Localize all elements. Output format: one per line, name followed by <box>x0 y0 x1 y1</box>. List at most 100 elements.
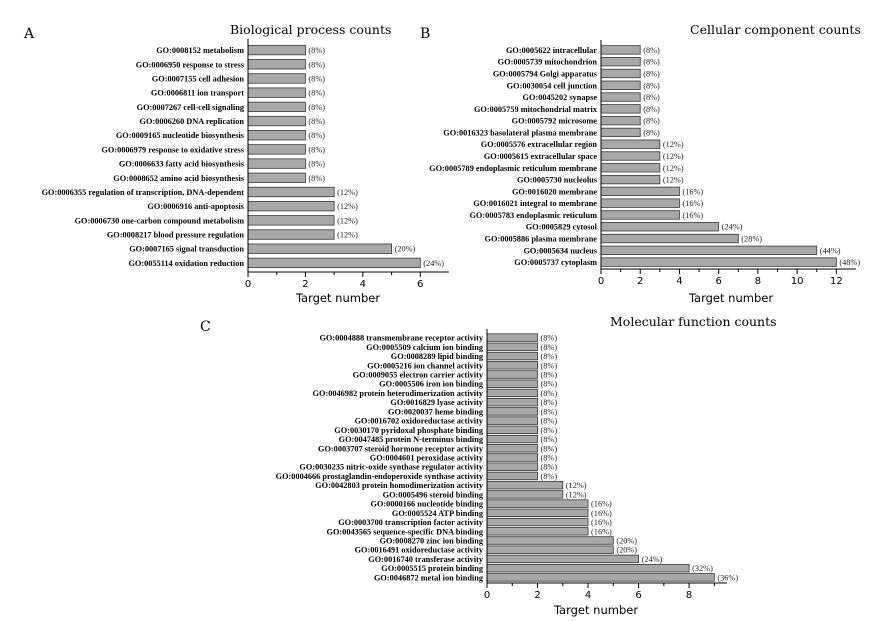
bar-16 <box>600 222 720 232</box>
data-label: (8%) <box>541 435 558 444</box>
bar-16 <box>486 471 538 481</box>
category-label: GO:0006950 response to stress <box>136 60 245 69</box>
data-label: (8%) <box>541 352 558 361</box>
data-label: (8%) <box>541 371 558 380</box>
chart-title: Cellular component counts <box>690 22 861 37</box>
bar-11 <box>247 186 335 198</box>
data-label: (8%) <box>643 105 660 114</box>
category-label: GO:0020037 heme binding <box>388 407 484 416</box>
x-tick-label: 0 <box>484 590 490 601</box>
category-label: GO:0016021 integral to membrane <box>473 199 597 208</box>
data-label: (12%) <box>337 188 358 197</box>
bar-26 <box>486 563 690 573</box>
x-tick-label: 6 <box>635 590 641 601</box>
bar-4 <box>600 80 641 90</box>
data-label: (8%) <box>308 160 325 169</box>
bar-7 <box>486 388 538 398</box>
bar-16 <box>247 257 421 269</box>
bar-1 <box>486 333 538 342</box>
bar-7 <box>247 130 306 141</box>
data-label: (16%) <box>591 509 612 518</box>
panel-letter: A <box>23 26 35 42</box>
category-label: GO:0008652 amino acid biosynthesis <box>113 174 244 183</box>
data-label: (8%) <box>541 361 558 370</box>
data-label: (28%) <box>741 235 762 244</box>
data-label: (8%) <box>643 81 660 90</box>
data-label: (8%) <box>541 454 558 463</box>
bar-15 <box>600 210 680 220</box>
bar-9 <box>600 139 661 149</box>
bar-6 <box>486 379 538 388</box>
category-label: GO:0016740 transferase activity <box>368 555 484 564</box>
category-label: GO:0009055 electron carrier activity <box>353 371 484 380</box>
x-tick-label: 4 <box>360 279 366 290</box>
category-label: GO:0009165 nucleotide biosynthesis <box>116 131 245 140</box>
bar-5 <box>247 101 306 112</box>
bar-15 <box>247 243 392 254</box>
bar-11 <box>486 425 538 435</box>
bar-7 <box>600 115 641 126</box>
category-label: GO:0005515 protein binding <box>381 564 484 573</box>
category-label: GO:0055114 oxidation reduction <box>128 259 244 268</box>
category-label: GO:0007267 cell-cell signaling <box>137 103 245 112</box>
category-label: GO:0030054 cell junction <box>507 81 598 90</box>
category-label: GO:0008270 zinc ion binding <box>379 537 483 546</box>
bar-3 <box>486 351 538 361</box>
data-label: (8%) <box>643 69 660 78</box>
x-tick-label: 2 <box>637 276 643 287</box>
data-label: (8%) <box>308 174 325 183</box>
category-label: GO:0016323 basolateral plasma membrane <box>443 128 597 137</box>
bar-3 <box>600 68 641 79</box>
data-label: (12%) <box>337 202 358 211</box>
data-label: (8%) <box>541 398 558 407</box>
data-label: (8%) <box>643 128 660 137</box>
data-label: (24%) <box>722 223 743 232</box>
bar-8 <box>247 144 306 155</box>
data-label: (8%) <box>308 145 325 154</box>
bar-20 <box>486 508 589 518</box>
bar-22 <box>486 527 589 536</box>
bar-1 <box>600 45 641 55</box>
x-tick-label: 2 <box>302 279 308 290</box>
data-label: (8%) <box>308 46 325 55</box>
data-label: (8%) <box>643 46 660 55</box>
data-label: (36%) <box>717 573 738 582</box>
data-label: (16%) <box>591 527 612 536</box>
category-label: GO:0005792 microsome <box>512 117 598 126</box>
category-label: GO:0005216 ion channel activity <box>367 361 484 370</box>
panel-letter: B <box>420 26 430 42</box>
data-label: (8%) <box>541 389 558 398</box>
category-label: GO:0006730 one-carbon compound metabolis… <box>75 216 244 225</box>
bar-13 <box>600 186 680 197</box>
bar-18 <box>486 490 564 499</box>
bar-5 <box>486 370 538 379</box>
data-label: (8%) <box>541 380 558 389</box>
category-label: GO:0006633 fatty acid biosynthesis <box>119 160 245 169</box>
category-label: GO:0004888 transmembrane receptor activi… <box>319 334 483 343</box>
category-label: GO:0006260 DNA replication <box>140 117 245 126</box>
bar-2 <box>486 342 538 352</box>
x-axis-title: Target number <box>688 291 773 305</box>
data-label: (8%) <box>541 343 558 352</box>
category-label: GO:0005759 mitochondrial matrix <box>474 105 598 114</box>
data-label: (24%) <box>642 555 663 564</box>
category-label: GO:0043565 sequence-specific DNA binding <box>327 527 484 536</box>
bar-9 <box>247 158 306 169</box>
bar-10 <box>247 172 306 183</box>
bar-1 <box>247 44 306 56</box>
chart-title: Molecular function counts <box>610 314 777 329</box>
x-tick-label: 12 <box>830 276 843 287</box>
category-label: GO:0030170 pyridoxal phosphate binding <box>334 426 484 435</box>
bar-14 <box>247 229 335 240</box>
data-label: (12%) <box>337 231 358 240</box>
category-label: GO:0007165 signal transduction <box>129 245 244 254</box>
category-label: GO:0005794 Golgi apparatus <box>493 69 598 78</box>
category-label: GO:0007155 cell adhesion <box>152 74 245 83</box>
data-label: (8%) <box>541 417 558 426</box>
data-label: (20%) <box>395 245 416 254</box>
x-axis-title: Target number <box>553 603 638 617</box>
bar-13 <box>486 444 538 453</box>
x-tick-label: 0 <box>598 276 604 287</box>
data-label: (8%) <box>308 131 325 140</box>
